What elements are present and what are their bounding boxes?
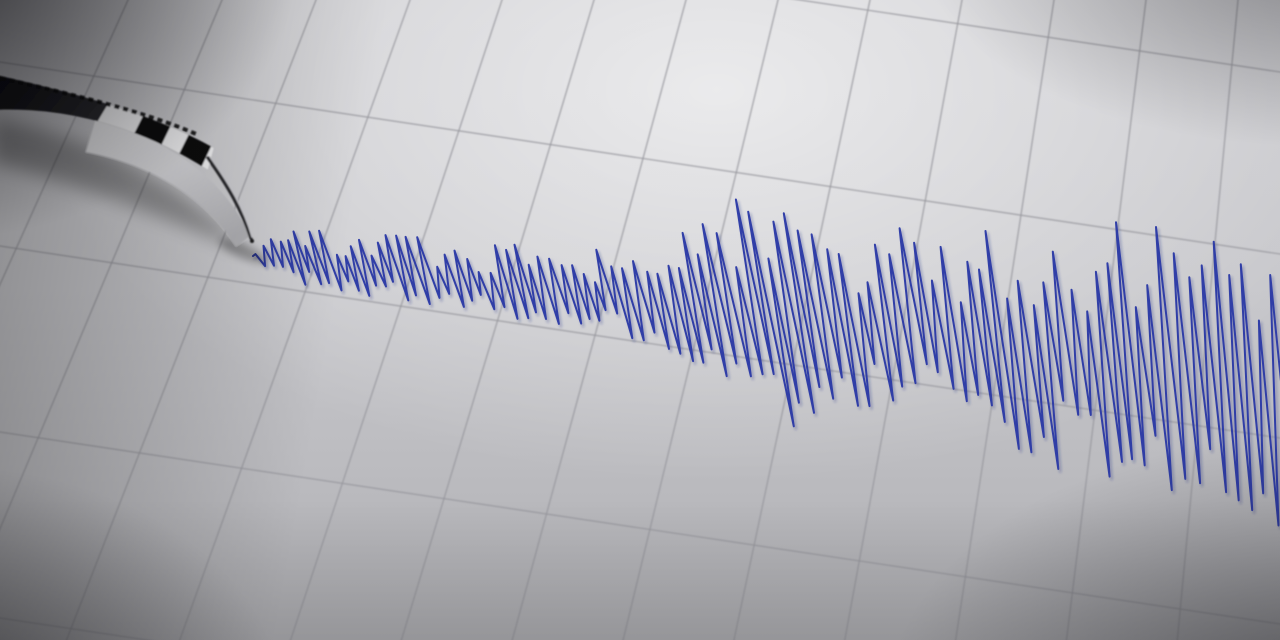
- grid-line-vertical: [289, 0, 503, 640]
- trace-line: [252, 198, 1280, 527]
- seismogram-trace: [252, 198, 1280, 527]
- pen-tip: [250, 239, 254, 243]
- pen-assembly: [0, 75, 267, 264]
- grid-line-horizontal: [0, 617, 152, 640]
- grid-line-vertical: [179, 0, 411, 640]
- grid-line-horizontal: [795, 0, 1280, 73]
- grid-line-vertical: [65, 0, 317, 640]
- grid-line-horizontal: [0, 431, 1280, 625]
- grid-line-vertical: [954, 0, 1055, 640]
